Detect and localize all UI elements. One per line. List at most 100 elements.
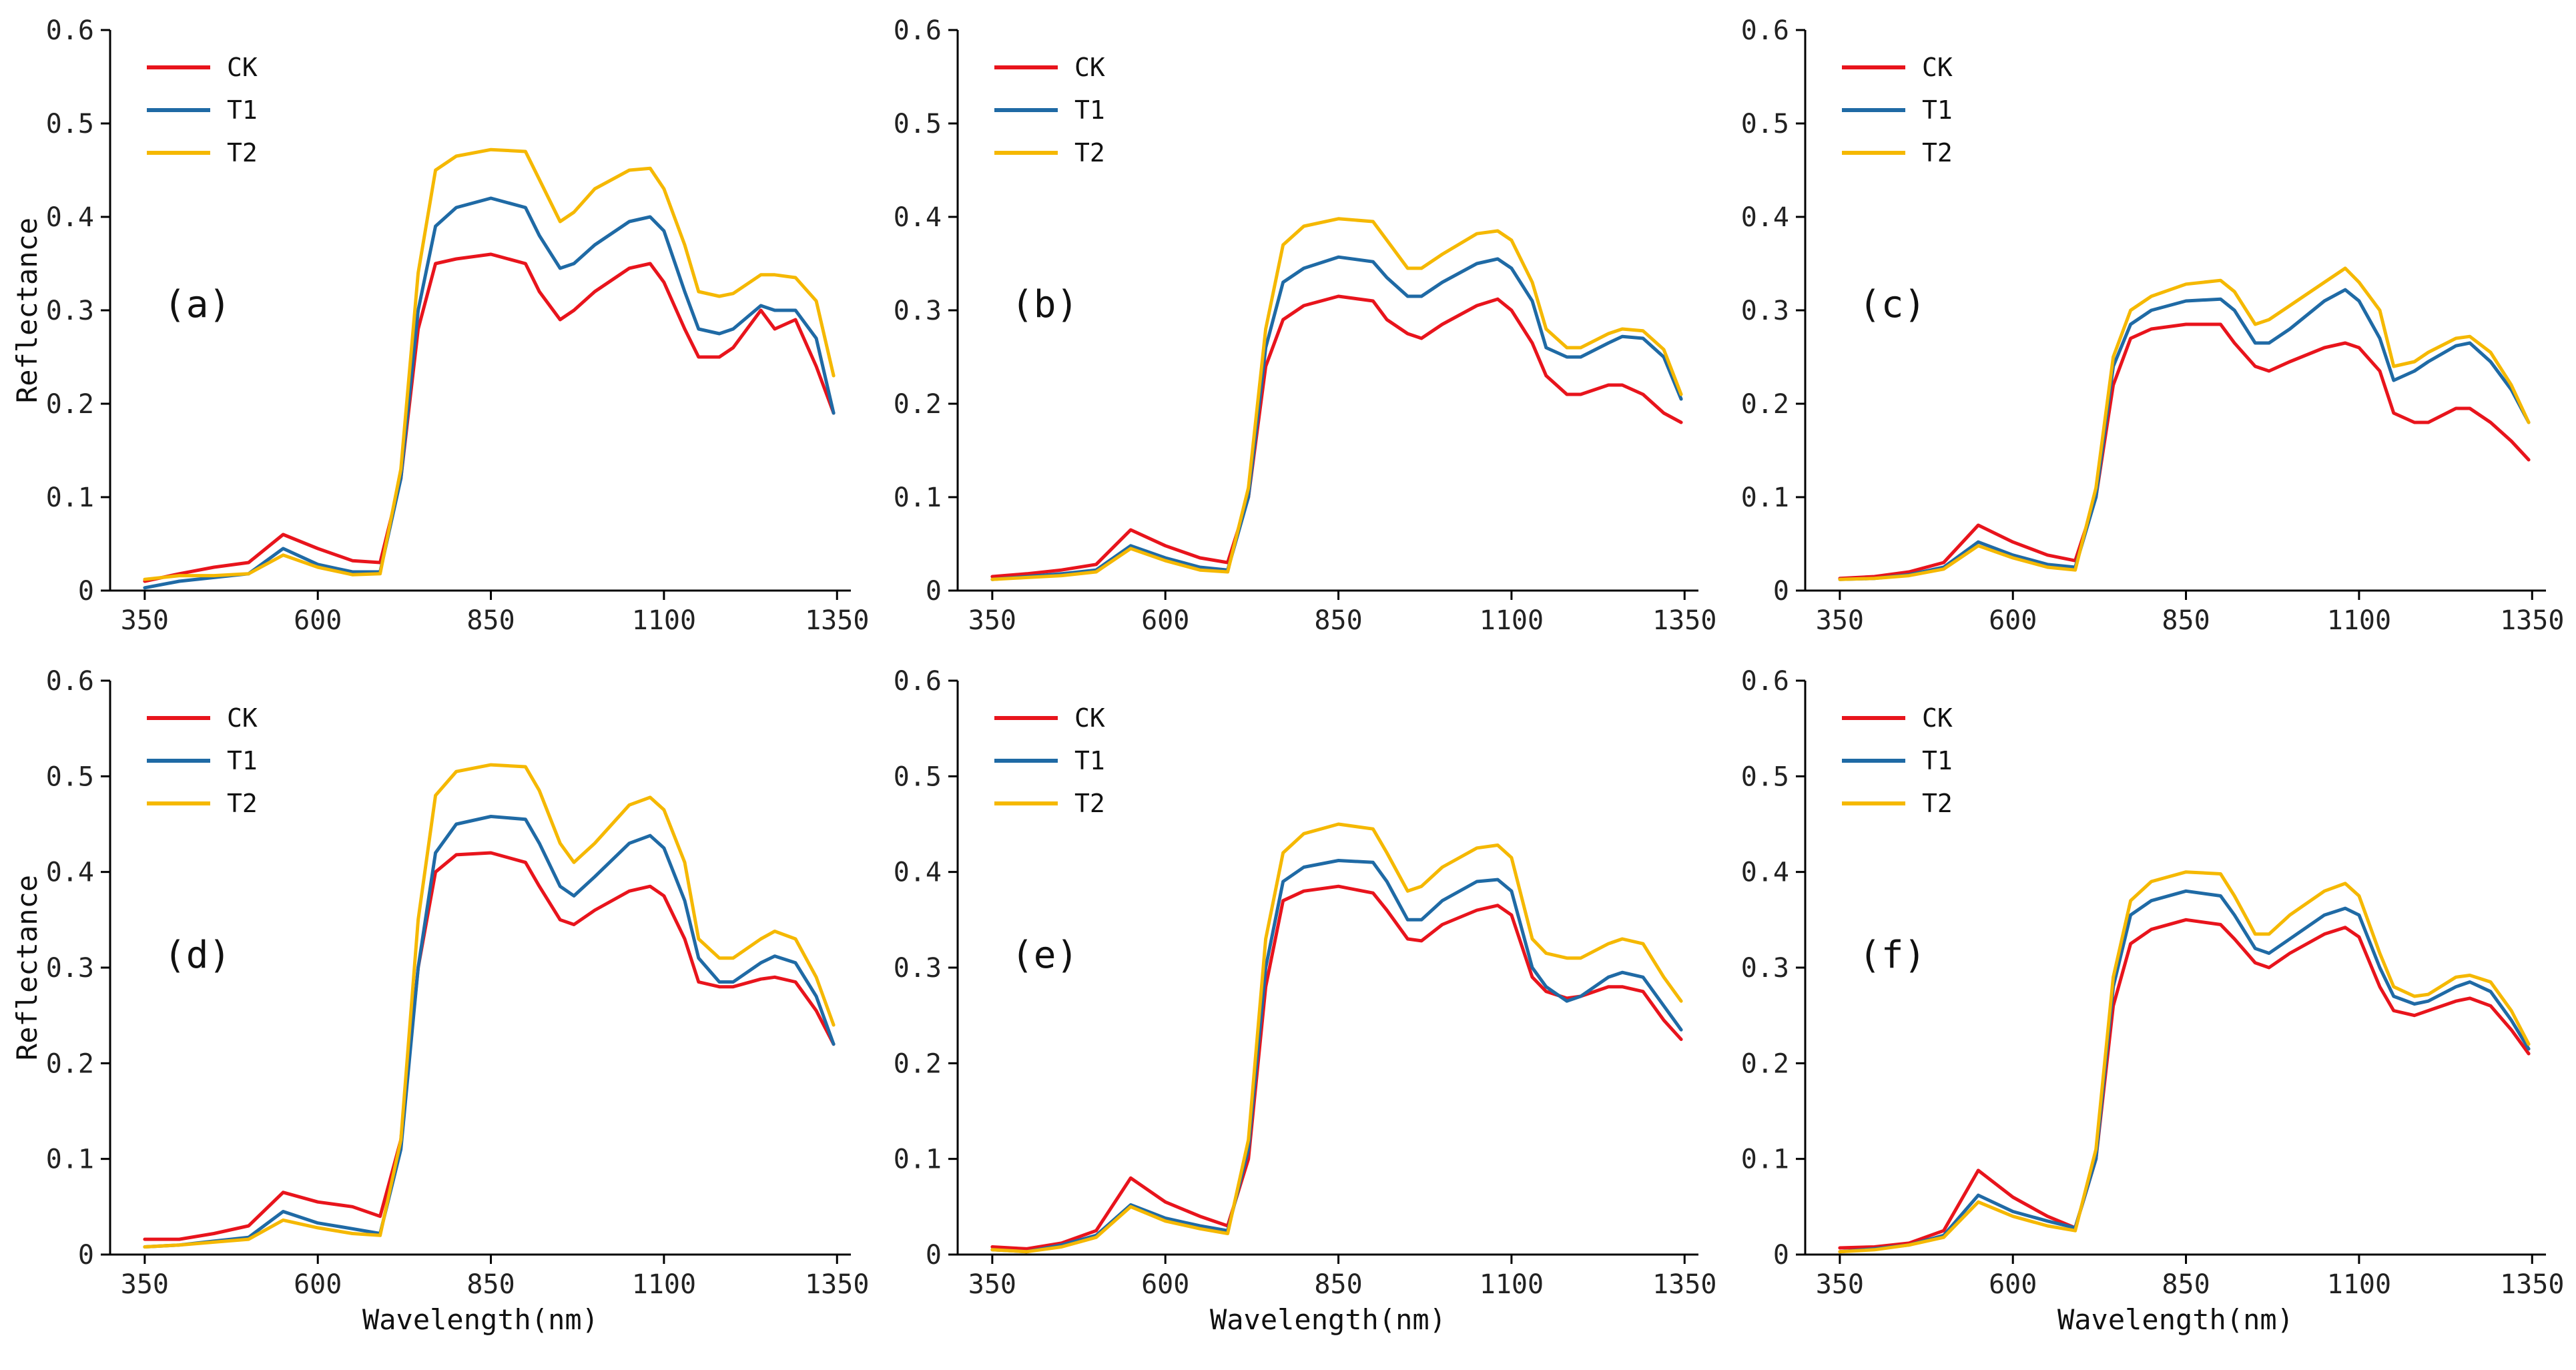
panel-label: (e) <box>1011 934 1078 977</box>
y-tick-label: 0.3 <box>1741 296 1789 326</box>
y-tick-label: 0.5 <box>46 761 94 792</box>
panel-label: (d) <box>164 934 231 977</box>
y-tick-label: 0.5 <box>894 761 942 792</box>
y-tick-label: 0.4 <box>46 202 94 233</box>
x-tick-label: 350 <box>121 605 169 636</box>
y-tick-label: 0.5 <box>46 109 94 139</box>
legend-label-t1: T1 <box>227 95 258 125</box>
y-tick-label: 0.2 <box>46 389 94 420</box>
x-tick-label: 350 <box>968 605 1016 636</box>
y-tick-label: 0.6 <box>1741 15 1789 46</box>
x-tick-label: 1350 <box>1652 1269 1716 1300</box>
y-tick-label: 0.4 <box>1741 202 1789 233</box>
panel-label: (b) <box>1011 283 1078 326</box>
y-tick-label: 0.1 <box>1741 482 1789 513</box>
y-tick-label: 0.2 <box>894 1048 942 1079</box>
y-tick-label: 0.1 <box>1741 1144 1789 1175</box>
legend-label-t2: T2 <box>227 138 258 167</box>
y-tick-label: 0.2 <box>1741 1048 1789 1079</box>
legend-label-t2: T2 <box>1074 138 1105 167</box>
chart-panel-5: 0 0.1 0.2 0.3 0.4 0.5 0.6 350 600 850 1100 1350 Wave… <box>894 666 1717 1336</box>
legend-label-t2: T2 <box>1922 138 1953 167</box>
x-tick-label: 1100 <box>632 605 696 636</box>
y-tick-label: 0 <box>1773 576 1789 607</box>
legend-label-ck: CK <box>1922 703 1953 733</box>
y-tick-label: 0 <box>926 576 942 607</box>
panel-label: (f) <box>1859 934 1926 977</box>
series-line-t2 <box>1838 870 2531 1254</box>
y-tick-label: 0.1 <box>894 482 942 513</box>
y-tick-label: 0.5 <box>894 109 942 139</box>
chart-panel-4: 0 0.1 0.2 0.3 0.4 0.5 0.6 350 600 850 1100 1350 Refl… <box>11 666 869 1336</box>
x-tick-label: 350 <box>1816 605 1864 636</box>
legend-label-t2: T2 <box>227 789 258 818</box>
y-tick-label: 0 <box>1773 1240 1789 1271</box>
x-tick-label: 850 <box>1314 605 1362 636</box>
chart-panel-2: 0 0.1 0.2 0.3 0.4 0.5 0.6 350 600 850 1100 1350 CK T1… <box>894 15 1717 636</box>
x-tick-label: 1350 <box>2500 605 2564 636</box>
y-tick-label: 0.6 <box>894 15 942 46</box>
panel-label: (c) <box>1859 283 1926 326</box>
x-tick-label: 600 <box>1989 605 2037 636</box>
x-tick-label: 350 <box>968 1269 1016 1300</box>
series-line-ck <box>990 294 1683 579</box>
series-line-ck <box>1838 918 2531 1250</box>
series-line-ck <box>1838 322 2531 581</box>
series-line-ck <box>143 252 836 583</box>
y-tick-label: 0.2 <box>46 1048 94 1079</box>
x-tick-label: 850 <box>2162 1269 2210 1300</box>
y-tick-label: 0.6 <box>46 15 94 46</box>
legend-label-ck: CK <box>227 53 258 82</box>
x-tick-label: 1100 <box>1480 1269 1544 1300</box>
series-line-t1 <box>990 859 1683 1254</box>
x-tick-label: 600 <box>294 1269 342 1300</box>
chart-panel-3: 0 0.1 0.2 0.3 0.4 0.5 0.6 350 600 850 1100 1350 CK T1… <box>1741 15 2565 636</box>
y-tick-label: 0.3 <box>1741 953 1789 984</box>
y-tick-label: 0 <box>78 1240 94 1271</box>
series-line-t1 <box>1838 288 2531 581</box>
x-axis-title: Wavelength(nm) <box>362 1303 599 1336</box>
legend-label-t1: T1 <box>1074 746 1105 775</box>
panel-label: (a) <box>164 283 231 326</box>
series-line-t1 <box>990 255 1683 581</box>
series-line-ck <box>143 851 836 1241</box>
x-tick-label: 850 <box>466 605 515 636</box>
legend-label-ck: CK <box>1922 53 1953 82</box>
y-tick-label: 0.1 <box>46 482 94 513</box>
x-axis-title: Wavelength(nm) <box>1210 1303 1446 1336</box>
y-tick-label: 0.6 <box>46 666 94 697</box>
y-tick-label: 0.6 <box>894 666 942 697</box>
x-tick-label: 1350 <box>2500 1269 2564 1300</box>
legend-label-t1: T1 <box>227 746 258 775</box>
x-tick-label: 600 <box>1141 605 1189 636</box>
series-line-t2 <box>143 763 836 1249</box>
series-line-t1 <box>1838 889 2531 1254</box>
legend-label-t1: T1 <box>1074 95 1105 125</box>
y-axis-title: Reflectance <box>11 218 43 403</box>
y-axis-title: Reflectance <box>11 875 43 1060</box>
y-tick-label: 0.3 <box>894 953 942 984</box>
x-tick-label: 1350 <box>805 1269 869 1300</box>
series-line-t1 <box>143 815 836 1249</box>
x-tick-label: 1350 <box>1652 605 1716 636</box>
series-line-t1 <box>143 196 836 590</box>
y-tick-label: 0.3 <box>46 953 94 984</box>
x-tick-label: 850 <box>466 1269 515 1300</box>
y-tick-label: 0.2 <box>1741 389 1789 420</box>
y-tick-label: 0.1 <box>46 1144 94 1175</box>
series-line-ck <box>990 884 1683 1251</box>
series-line-t2 <box>990 822 1683 1254</box>
x-axis-title: Wavelength(nm) <box>2057 1303 2294 1336</box>
legend-label-t1: T1 <box>1922 95 1953 125</box>
series-line-t2 <box>990 217 1683 581</box>
y-tick-label: 0.4 <box>46 858 94 888</box>
legend-label-ck: CK <box>1074 53 1105 82</box>
x-tick-label: 850 <box>2162 605 2210 636</box>
x-tick-label: 600 <box>1141 1269 1189 1300</box>
chart-panel-6: 0 0.1 0.2 0.3 0.4 0.5 0.6 350 600 850 1100 1350 Wave… <box>1741 666 2565 1336</box>
legend-label-t2: T2 <box>1922 789 1953 818</box>
legend-label-t1: T1 <box>1922 746 1953 775</box>
legend-label-ck: CK <box>1074 703 1105 733</box>
series-line-t2 <box>143 147 836 581</box>
